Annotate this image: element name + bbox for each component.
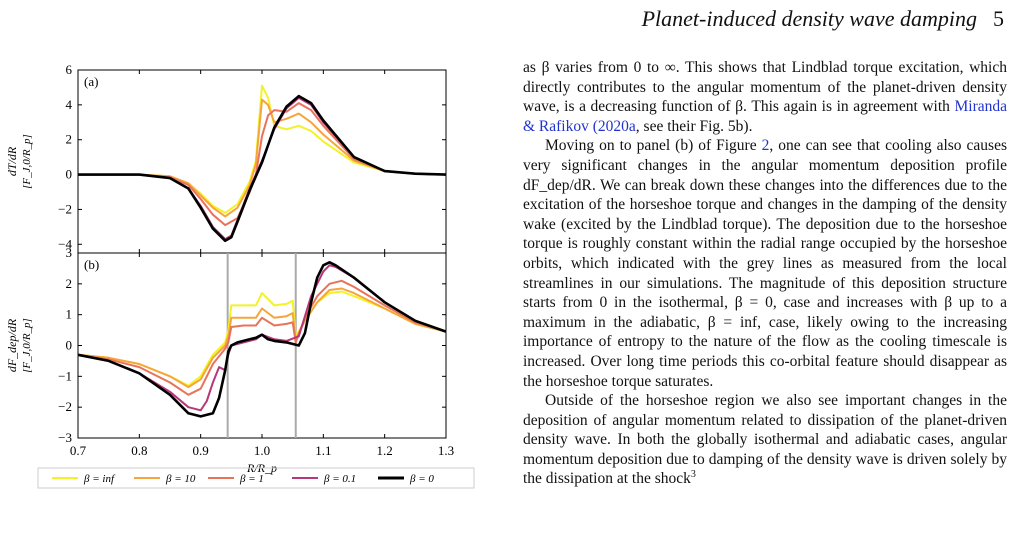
- x-tick-label: 1.0: [254, 443, 270, 458]
- p3-text: Outside of the horseshoe region we also …: [523, 392, 1007, 488]
- panel-label: (a): [84, 74, 98, 89]
- y-tick-label: 0: [66, 338, 73, 353]
- y-tick-label: 0: [66, 167, 73, 182]
- body-text: as β varies from 0 to ∞. This shows that…: [523, 58, 1007, 489]
- y-axis-label: dF_dep/dR: [5, 318, 19, 372]
- y-tick-label: 1: [66, 307, 73, 322]
- legend-label: β = 10: [165, 473, 196, 485]
- page-header: Planet-induced density wave damping 5: [642, 6, 1004, 32]
- x-tick-label: 1.3: [438, 443, 454, 458]
- legend-label: β = 0.1: [323, 473, 356, 485]
- legend-label: β = 0: [409, 473, 434, 485]
- series-line: [78, 96, 447, 241]
- paragraph-2: Moving on to panel (b) of Figure 2, one …: [523, 136, 1007, 391]
- p2-start: Moving on to panel (b) of Figure: [545, 137, 762, 155]
- footnote-mark[interactable]: 3: [690, 469, 696, 481]
- legend-label: β = 1: [239, 473, 264, 485]
- running-title: Planet-induced density wave damping: [641, 6, 977, 31]
- series-line: [77, 279, 447, 396]
- p1-text: as β varies from 0 to ∞. This shows that…: [523, 59, 1007, 116]
- series-line: [77, 264, 447, 412]
- y-tick-label: 2: [66, 132, 73, 147]
- y-tick-label: 6: [66, 62, 73, 77]
- y-axis-label: dT/dR: [5, 146, 19, 176]
- figure-link[interactable]: 2: [761, 137, 770, 155]
- legend-box: [37, 467, 475, 489]
- series-line: [78, 102, 447, 227]
- y-tick-label: −3: [58, 430, 72, 445]
- series-line: [77, 287, 447, 389]
- y-tick-label: −2: [58, 399, 72, 414]
- x-tick-label: 0.8: [131, 443, 147, 458]
- series-line: [78, 98, 447, 218]
- p1-end: , see their Fig. 5b).: [635, 117, 753, 135]
- panel-frame: [77, 252, 447, 439]
- y-tick-label: −4: [58, 236, 72, 251]
- x-tick-label: 1.1: [315, 443, 331, 458]
- series-line: [77, 261, 447, 418]
- citation-link[interactable]: Miranda & Rafikov (2020a: [523, 98, 1007, 135]
- p2-text: , one can see that cooling also causes v…: [523, 137, 1007, 390]
- x-tick-label: 0.9: [193, 443, 209, 458]
- y-tick-label: −1: [58, 368, 72, 383]
- y-tick-label: 2: [66, 276, 73, 291]
- series-line: [78, 94, 447, 243]
- y-axis-unit: [F_J,0/R_p]: [21, 134, 33, 189]
- x-tick-label: 0.7: [70, 443, 87, 458]
- y-tick-label: 3: [66, 245, 73, 260]
- x-tick-label: 1.2: [377, 443, 393, 458]
- paragraph-1: as β varies from 0 to ∞. This shows that…: [523, 58, 1007, 136]
- y-tick-label: −2: [58, 201, 72, 216]
- page-number: 5: [993, 6, 1004, 31]
- series-line: [77, 290, 447, 387]
- y-axis-unit: [F_J,0/R_p]: [21, 318, 33, 373]
- y-tick-label: 4: [66, 97, 73, 112]
- legend-label: β = inf: [83, 473, 116, 485]
- panel-label: (b): [84, 257, 99, 272]
- paragraph-3: Outside of the horseshoe region we also …: [523, 391, 1007, 489]
